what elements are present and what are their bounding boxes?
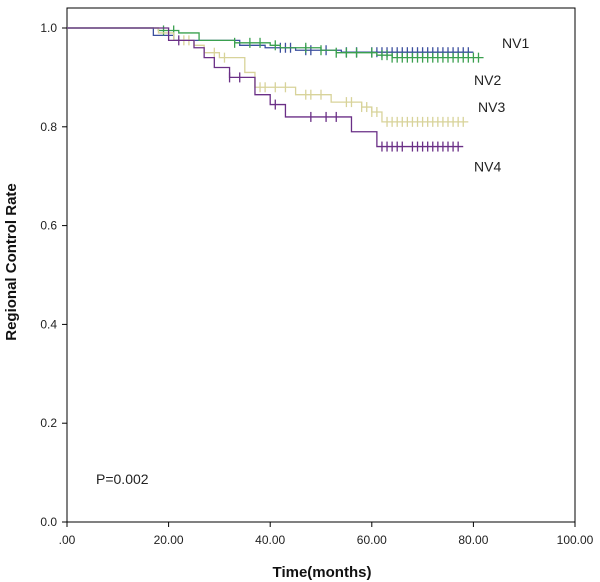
series-layer: [67, 25, 484, 152]
y-tick-label: 1.0: [40, 21, 57, 35]
x-tick-label: .00: [59, 533, 76, 547]
x-tick-label: 40.00: [255, 533, 285, 547]
p-value-annotation: P=0.002: [96, 471, 149, 487]
series-label-nv4: NV4: [474, 158, 501, 174]
y-tick-label: 0.8: [40, 120, 57, 134]
y-axis-title: Regional Control Rate: [3, 183, 20, 341]
x-axis-title: Time(months): [273, 564, 372, 581]
x-tick-label: 60.00: [357, 533, 387, 547]
series-line-nv3: [67, 27, 469, 123]
series-label-nv1: NV1: [502, 35, 529, 51]
y-axis: 0.0 0.2 0.4 0.6 0.8 1.0: [40, 21, 67, 529]
series-label-nv2: NV2: [474, 72, 501, 88]
y-tick-label: 0.0: [40, 515, 57, 529]
series-labels: NV1 NV2 NV3 NV4: [474, 35, 529, 174]
y-tick-label: 0.4: [40, 317, 57, 331]
y-tick-label: 0.2: [40, 416, 57, 430]
x-tick-label: 80.00: [458, 533, 488, 547]
series-nv2: [67, 25, 484, 63]
plot-frame: [66, 7, 576, 523]
x-tick-label: 20.00: [154, 533, 184, 547]
series-nv4: [67, 27, 464, 152]
series-label-nv3: NV3: [478, 99, 505, 115]
x-axis: .00 20.00 40.00 60.00 80.00 100.00: [59, 522, 594, 547]
y-tick-label: 0.6: [40, 219, 57, 233]
x-tick-label: 100.00: [557, 533, 594, 547]
series-line-nv4: [67, 27, 464, 148]
